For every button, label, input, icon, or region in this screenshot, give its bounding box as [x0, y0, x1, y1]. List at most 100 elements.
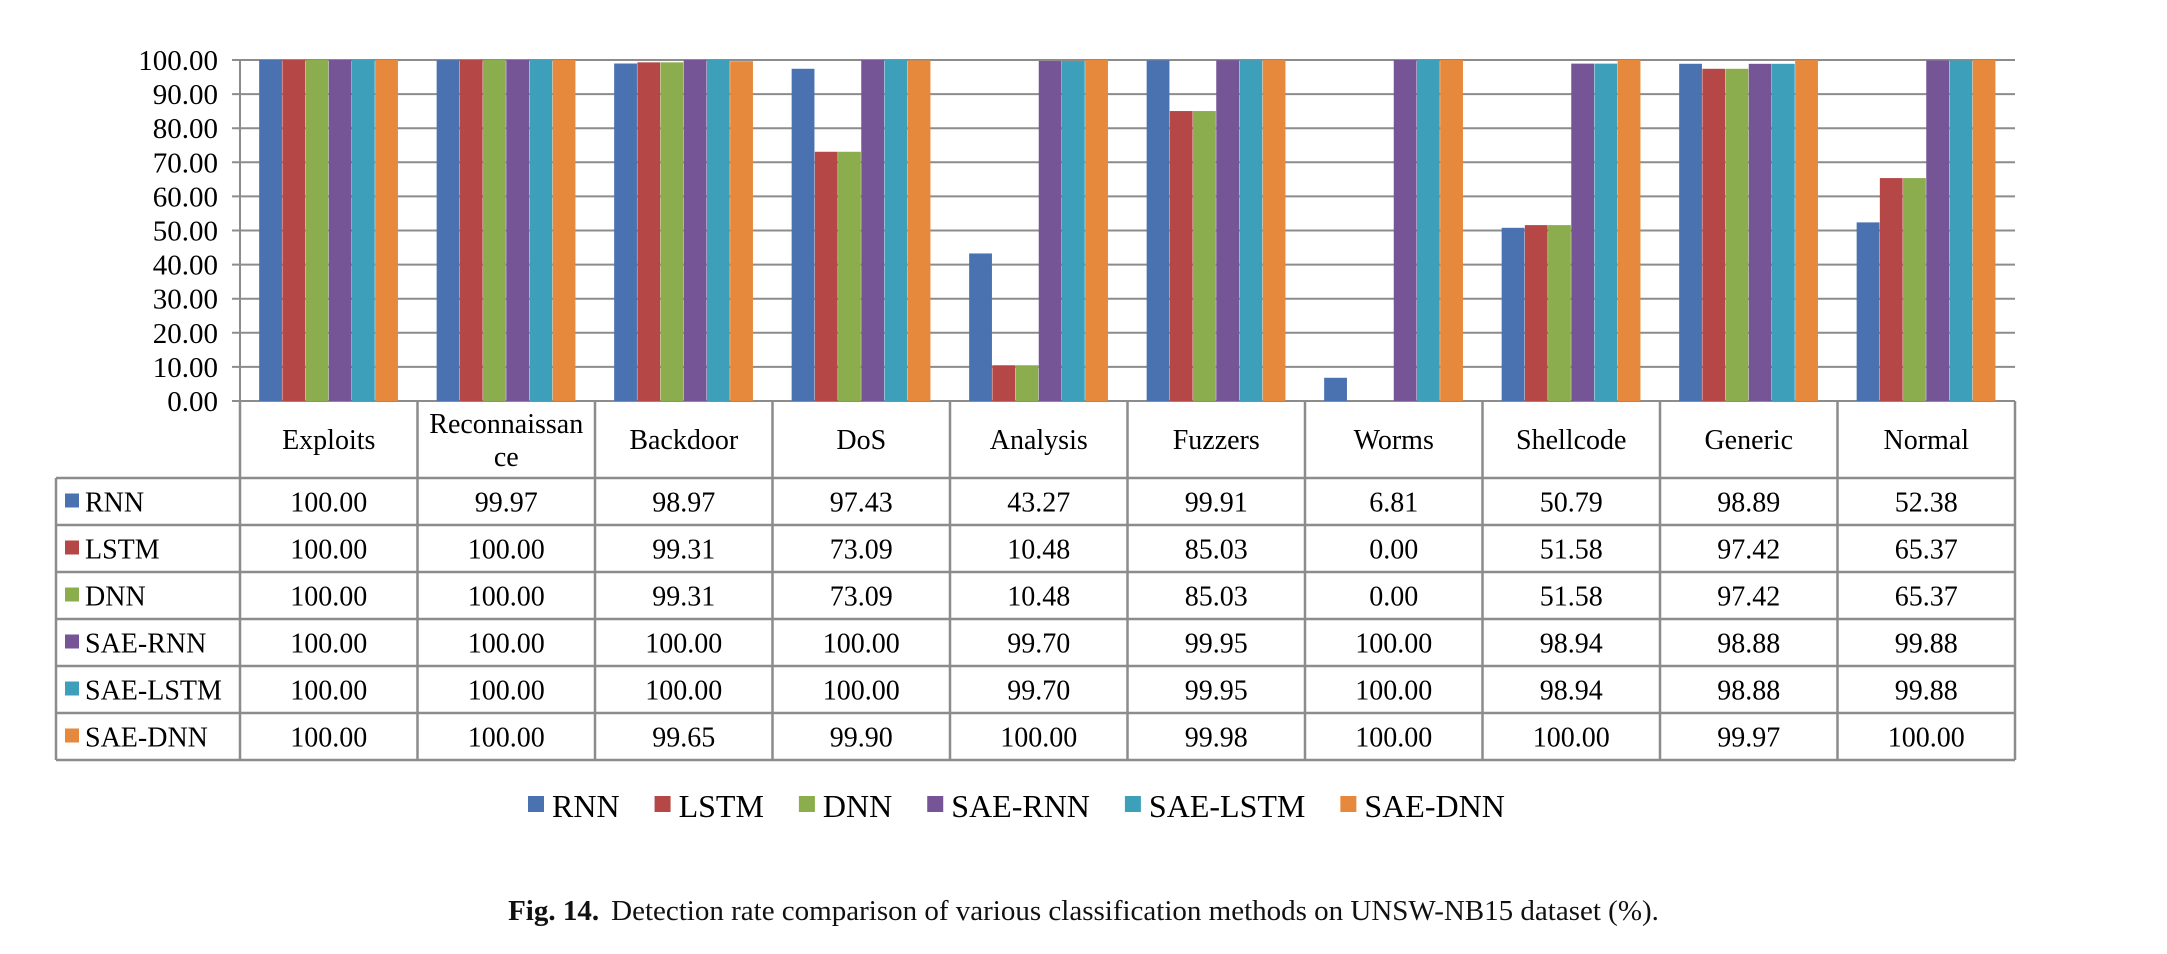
legend-swatch: [798, 796, 815, 812]
caption-text: Detection rate comparison of various cla…: [611, 895, 1659, 927]
legend-label: SAE-RNN: [951, 788, 1090, 824]
table-series-swatch: [65, 587, 79, 602]
y-tick-label: 60.00: [153, 181, 218, 213]
bar: [660, 62, 684, 401]
table-cell-value: 73.09: [830, 582, 893, 613]
bar: [436, 60, 460, 402]
bar: [351, 60, 375, 401]
legend-swatch: [1124, 796, 1141, 812]
table-cell-value: 100.00: [290, 488, 367, 519]
table-cell-value: 51.58: [1540, 582, 1603, 613]
table-cell-value: 85.03: [1185, 535, 1248, 566]
table-cell-value: 98.97: [652, 488, 715, 519]
table-series-swatch: [65, 681, 79, 696]
bar: [1795, 60, 1818, 402]
table-cell-value: 98.89: [1717, 488, 1780, 519]
y-tick-label: 0.00: [167, 386, 218, 418]
bar: [1169, 111, 1193, 401]
bar: [1146, 60, 1170, 402]
table-cell-value: 98.88: [1717, 676, 1780, 707]
table-cell-value: 52.38: [1895, 488, 1958, 519]
bar: [884, 60, 908, 401]
caption-label: Fig. 14.: [508, 895, 600, 927]
table-cell-value: 85.03: [1185, 582, 1248, 613]
bar: [1501, 227, 1525, 401]
table-cell-value: 99.70: [1007, 676, 1070, 707]
bar: [1324, 377, 1347, 401]
table-cell-value: 98.94: [1540, 629, 1603, 660]
table-cell-value: 100.00: [468, 723, 545, 754]
bar: [1216, 60, 1240, 401]
bar: [969, 253, 992, 401]
bar: [1548, 225, 1571, 401]
bar: [1262, 60, 1286, 401]
table-cell-value: 73.09: [830, 535, 893, 566]
category-label: Exploits: [282, 425, 375, 456]
bar: [791, 68, 815, 401]
bar: [1239, 60, 1263, 401]
bar: [1571, 63, 1595, 402]
table-cell-value: 100.00: [1888, 723, 1965, 754]
table-series-name: SAE-LSTM: [85, 676, 222, 707]
table-series-swatch: [65, 634, 79, 649]
bar: [1617, 60, 1641, 401]
bar: [1393, 60, 1417, 401]
y-tick-label: 80.00: [153, 113, 218, 145]
table-cell-value: 99.91: [1185, 488, 1248, 519]
table-cell-value: 100.00: [645, 676, 722, 707]
table-cell-value: 99.90: [830, 723, 893, 754]
category-label: Backdoor: [629, 425, 739, 456]
category-label: Analysis: [990, 425, 1088, 456]
bar: [1679, 63, 1702, 402]
bar: [282, 60, 306, 401]
bar: [861, 60, 885, 401]
category-label: Normal: [1883, 425, 1969, 456]
table-series-name: LSTM: [85, 535, 160, 566]
bar: [1524, 225, 1548, 401]
category-label: Shellcode: [1516, 425, 1626, 456]
table-cell-value: 97.43: [830, 488, 893, 519]
legend-swatch: [1340, 796, 1357, 812]
y-tick-label: 20.00: [153, 318, 218, 350]
table-series-swatch: [65, 728, 79, 743]
table-cell-value: 100.00: [468, 582, 545, 613]
bar: [614, 63, 637, 401]
bar: [1926, 60, 1950, 401]
bar: [483, 60, 506, 401]
bar: [259, 60, 282, 401]
legend-swatch: [654, 796, 671, 812]
table-cell-value: 100.00: [468, 676, 545, 707]
y-tick-label: 90.00: [153, 79, 218, 111]
legend-label: SAE-LSTM: [1149, 788, 1305, 824]
bar: [1416, 60, 1440, 401]
table-cell-value: 99.97: [1717, 723, 1780, 754]
table-cell-value: 98.94: [1540, 676, 1603, 707]
bar: [1748, 63, 1772, 401]
table-cell-value: 100.00: [1355, 676, 1432, 707]
bar: [375, 60, 398, 401]
bar: [1038, 61, 1062, 401]
legend-label: LSTM: [679, 788, 764, 824]
table-cell-value: 100.00: [468, 535, 545, 566]
bar: [1972, 60, 1996, 401]
table-cell-value: 97.42: [1717, 535, 1780, 566]
y-tick-label: 100.00: [138, 45, 218, 77]
legend-label: DNN: [823, 788, 892, 824]
table-cell-value: 99.31: [652, 582, 715, 613]
bar: [814, 151, 838, 401]
y-tick-label: 50.00: [153, 216, 218, 248]
table-cell-value: 100.00: [290, 723, 367, 754]
bar: [1594, 63, 1618, 402]
table-cell-value: 99.98: [1185, 723, 1248, 754]
category-label: Generic: [1704, 425, 1793, 456]
bar: [1725, 68, 1749, 402]
bar: [1879, 178, 1903, 401]
category-label-line: Reconnaissan: [429, 409, 583, 440]
bar: [637, 62, 661, 401]
bar: [1193, 111, 1216, 401]
table-cell-value: 100.00: [290, 582, 367, 613]
category-label: Fuzzers: [1173, 425, 1260, 456]
table-cell-value: 99.88: [1895, 629, 1958, 660]
category-label-line: ce: [494, 442, 519, 473]
